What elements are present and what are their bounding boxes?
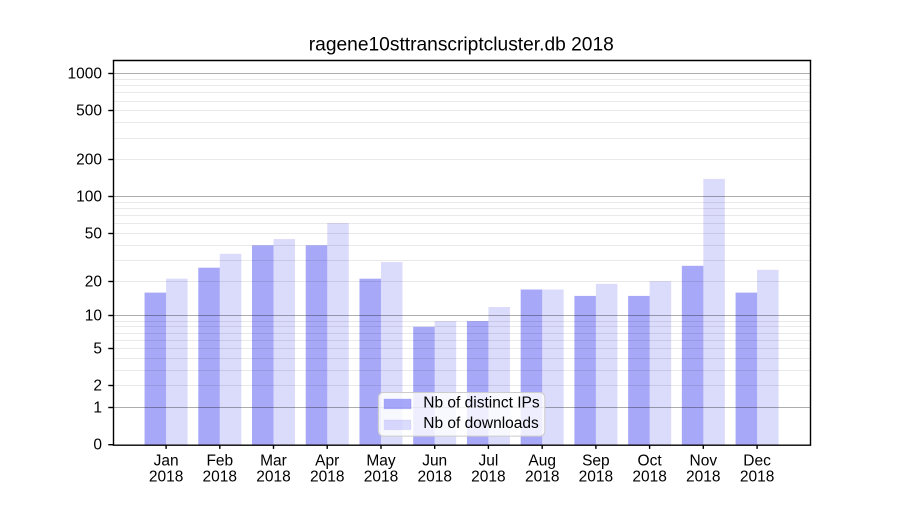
svg-text:Dec: Dec [743, 452, 771, 469]
svg-text:Aug: Aug [528, 452, 556, 469]
svg-text:Nb of downloads: Nb of downloads [423, 415, 539, 432]
svg-text:Oct: Oct [638, 452, 663, 469]
svg-text:1: 1 [93, 399, 102, 416]
svg-text:May: May [366, 452, 396, 469]
svg-text:Nb of distinct IPs: Nb of distinct IPs [423, 395, 540, 412]
svg-text:2: 2 [93, 377, 102, 394]
svg-text:Jul: Jul [478, 452, 498, 469]
svg-text:Mar: Mar [260, 452, 287, 469]
svg-text:Jan: Jan [154, 452, 179, 469]
svg-text:ragene10sttranscriptcluster.db: ragene10sttranscriptcluster.db 2018 [309, 34, 614, 55]
svg-text:200: 200 [76, 151, 102, 168]
svg-text:20: 20 [85, 273, 103, 290]
svg-text:2018: 2018 [525, 469, 559, 486]
svg-text:5: 5 [93, 340, 102, 357]
svg-text:500: 500 [76, 102, 102, 119]
svg-text:2018: 2018 [686, 469, 720, 486]
svg-text:Feb: Feb [206, 452, 233, 469]
svg-text:100: 100 [76, 188, 102, 205]
svg-text:50: 50 [85, 225, 103, 242]
svg-text:2018: 2018 [364, 469, 398, 486]
svg-text:2018: 2018 [149, 469, 183, 486]
svg-text:Jun: Jun [422, 452, 447, 469]
svg-text:1000: 1000 [68, 65, 103, 82]
svg-text:2018: 2018 [256, 469, 290, 486]
svg-text:Sep: Sep [582, 452, 610, 469]
svg-text:2018: 2018 [203, 469, 237, 486]
svg-text:2018: 2018 [310, 469, 344, 486]
svg-text:10: 10 [85, 307, 103, 324]
svg-text:2018: 2018 [579, 469, 613, 486]
svg-text:2018: 2018 [740, 469, 774, 486]
svg-text:2018: 2018 [417, 469, 451, 486]
svg-text:Nov: Nov [690, 452, 718, 469]
svg-text:0: 0 [93, 437, 102, 454]
svg-text:Apr: Apr [315, 452, 339, 469]
svg-text:2018: 2018 [471, 469, 505, 486]
svg-text:2018: 2018 [632, 469, 666, 486]
